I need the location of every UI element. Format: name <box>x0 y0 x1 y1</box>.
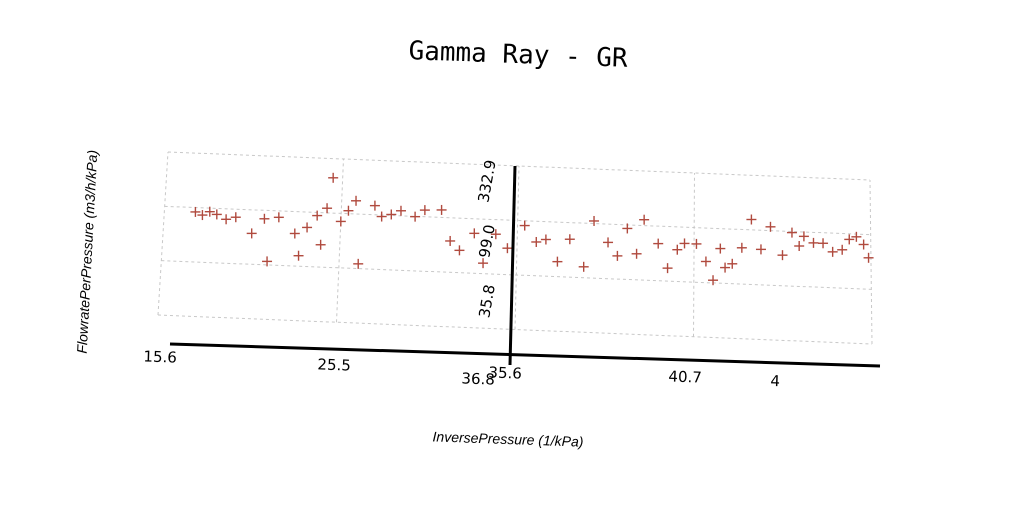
data-point <box>639 214 650 225</box>
data-point <box>679 238 690 249</box>
x-tick-label: 15.6 <box>143 347 177 366</box>
data-point <box>419 205 430 216</box>
data-point <box>259 213 270 224</box>
x-axis-line <box>169 342 881 368</box>
data-point <box>818 238 829 249</box>
data-point <box>328 172 339 183</box>
data-point <box>289 228 300 239</box>
data-point <box>322 203 333 214</box>
y-tick-label: 35.8 <box>475 283 499 319</box>
x-tick-label: 35.6 <box>488 363 522 382</box>
data-point <box>531 236 542 247</box>
grid-line-vertical <box>336 158 344 323</box>
data-point <box>858 239 869 250</box>
y-axis-label: FlowratePerPressure (m3/h/kPa) <box>74 150 101 354</box>
data-point <box>204 206 215 217</box>
grid-line-vertical <box>693 172 695 337</box>
grid-line-horizontal <box>157 314 873 345</box>
data-point <box>386 209 397 220</box>
data-point <box>715 243 726 254</box>
grid-line-vertical <box>869 179 873 345</box>
grid <box>157 151 873 345</box>
data-point <box>376 211 387 222</box>
data-point <box>315 239 326 250</box>
data-point <box>262 256 273 267</box>
data-point <box>765 221 776 232</box>
data-point <box>351 195 362 206</box>
scatter-points <box>190 172 874 286</box>
y-tick-label: 99.0 <box>475 223 499 259</box>
data-point <box>312 210 323 221</box>
data-point <box>777 250 788 261</box>
data-point <box>335 216 346 227</box>
data-point <box>827 246 838 257</box>
data-point <box>273 212 284 223</box>
data-point <box>343 205 354 216</box>
data-point <box>622 223 633 234</box>
x-tick-label-extra: 36.8 <box>461 369 495 388</box>
data-point <box>755 244 766 255</box>
data-point <box>727 258 738 269</box>
data-point <box>720 262 731 273</box>
data-point <box>837 244 848 255</box>
chart-title: Gamma Ray - GR <box>408 36 628 74</box>
data-point <box>863 252 874 263</box>
data-point <box>221 214 232 225</box>
data-point <box>197 210 208 221</box>
grid-line-horizontal <box>164 205 871 236</box>
x-tick-label: 25.5 <box>317 355 351 374</box>
data-point <box>851 231 862 242</box>
data-point <box>353 258 364 269</box>
data-point <box>490 229 501 240</box>
data-point <box>700 256 711 267</box>
data-point <box>410 211 421 222</box>
data-point <box>190 206 201 217</box>
data-point <box>631 248 642 259</box>
data-point <box>230 212 241 223</box>
x-axis-label: InversePressure (1/kPa) <box>432 428 583 449</box>
data-point <box>211 209 222 220</box>
data-point <box>454 245 465 256</box>
data-point <box>798 231 809 242</box>
data-point <box>589 215 600 226</box>
x-tick-label: 40.7 <box>668 367 702 386</box>
data-point <box>662 263 673 274</box>
data-point <box>786 227 797 238</box>
data-point <box>469 228 480 239</box>
y-tick-label: 332.9 <box>474 158 499 203</box>
data-point <box>436 204 447 215</box>
x-tick-label-extra: 4 <box>770 372 780 390</box>
data-point <box>395 205 406 216</box>
data-point <box>578 261 589 272</box>
data-point <box>844 234 855 245</box>
data-point <box>540 234 551 245</box>
grid-line-vertical <box>157 151 169 316</box>
data-point <box>808 237 819 248</box>
data-point <box>445 235 456 246</box>
tick-labels: 15.6 25.5 35.6 40.7 36.8 4 332.9 99.0 35.8 <box>143 158 780 390</box>
data-point <box>794 240 805 251</box>
y-axis-line <box>508 165 517 366</box>
data-point <box>519 220 530 231</box>
data-point <box>612 250 623 261</box>
data-point <box>564 234 575 245</box>
data-point <box>369 200 380 211</box>
data-point <box>302 222 313 233</box>
data-point <box>502 243 513 254</box>
data-point <box>708 275 719 286</box>
data-point <box>552 256 563 267</box>
data-point <box>603 237 614 248</box>
axes <box>169 165 881 368</box>
data-point <box>653 238 664 249</box>
data-point <box>246 228 257 239</box>
data-point <box>746 214 757 225</box>
data-point <box>736 242 747 253</box>
data-point <box>478 258 489 269</box>
data-point <box>672 244 683 255</box>
data-point <box>691 238 702 249</box>
data-point <box>293 250 304 261</box>
